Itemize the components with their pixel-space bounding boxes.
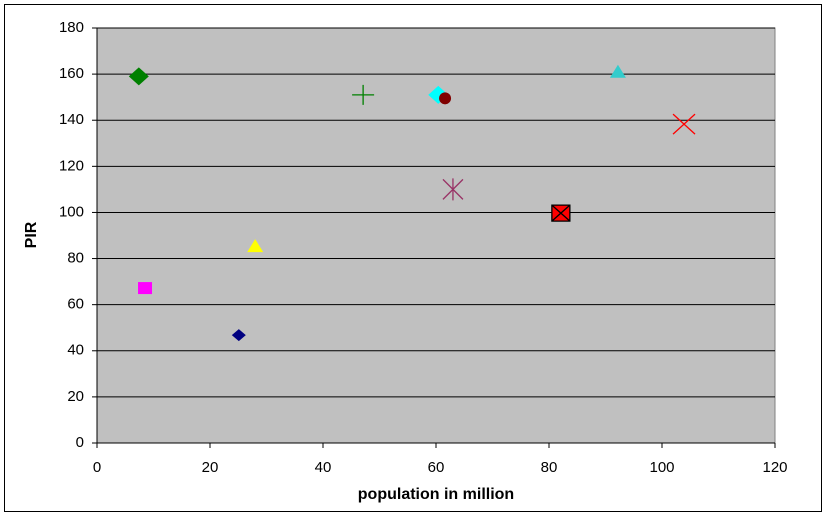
marker (672, 113, 696, 135)
x-tick-label: 0 (93, 459, 101, 476)
x-tick-label: 100 (649, 459, 674, 476)
marker (442, 178, 464, 201)
marker (128, 67, 149, 86)
marker (247, 239, 264, 253)
y-axis-title: PIR (23, 221, 40, 248)
y-tick-label: 140 (59, 111, 84, 128)
marker (352, 84, 375, 105)
marker (231, 329, 246, 342)
x-tick-label: 80 (541, 459, 558, 476)
x-tick-label: 60 (428, 459, 445, 476)
x-tick-label: 120 (762, 459, 787, 476)
marker (138, 282, 153, 295)
y-tick-label: 0 (76, 434, 84, 451)
marker (439, 92, 452, 105)
marker (551, 204, 571, 222)
y-tick-label: 40 (67, 342, 84, 359)
y-tick-label: 180 (59, 19, 84, 36)
y-tick-label: 120 (59, 157, 84, 174)
y-tick-label: 100 (59, 203, 84, 220)
y-tick-label: 160 (59, 65, 84, 82)
x-tick-label: 40 (315, 459, 332, 476)
y-tick-label: 80 (67, 250, 84, 267)
x-tick-label: 20 (202, 459, 219, 476)
x-axis-title: population in million (358, 486, 514, 503)
y-tick-label: 60 (67, 296, 84, 313)
marker (609, 64, 626, 78)
y-tick-label: 20 (67, 388, 84, 405)
